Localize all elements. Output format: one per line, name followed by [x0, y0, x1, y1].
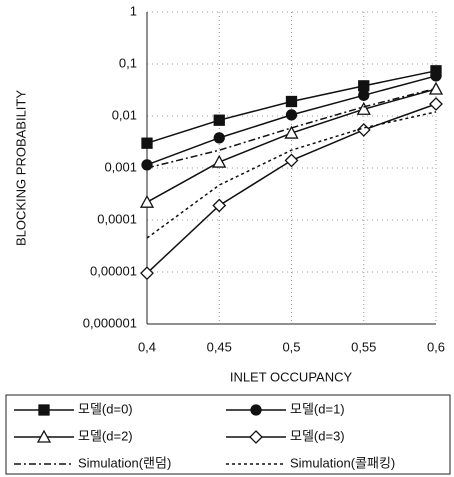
legend-label: 모델(d=1) [290, 401, 345, 416]
legend-marker [38, 404, 50, 416]
legend-box [5, 394, 451, 475]
y-tick-label: 0,0001 [97, 211, 137, 226]
x-tick-label: 0,5 [282, 339, 300, 354]
x-tick-label: 0,45 [207, 339, 232, 354]
x-tick-label: 0,6 [427, 339, 445, 354]
legend-label: 모델(d=2) [78, 428, 133, 443]
legend-label: Simulation(랜덤) [78, 455, 171, 470]
marker [356, 101, 371, 115]
legend-marker [250, 404, 262, 416]
legend-label: Simulation(콜패킹) [290, 455, 395, 470]
marker [213, 132, 225, 144]
y-tick-label: 0,001 [104, 159, 137, 174]
y-axis-title: BLOCKING PROBABILITY [13, 90, 28, 246]
marker [139, 194, 155, 208]
marker [358, 80, 370, 92]
marker [429, 97, 443, 111]
marker [358, 89, 370, 101]
y-tick-label: 0,1 [119, 55, 137, 70]
marker [213, 114, 225, 126]
marker [140, 266, 154, 281]
marker [428, 81, 444, 95]
x-axis-title: INLET OCCUPANCY [230, 369, 353, 384]
y-tick-label: 0,000001 [83, 315, 137, 330]
marker [284, 153, 299, 168]
marker [141, 137, 153, 149]
y-tick-label: 0,00001 [90, 263, 137, 278]
x-tick-label: 0,4 [138, 339, 156, 354]
series-line [146, 111, 437, 239]
marker [212, 198, 227, 213]
legend-label: 모델(d=0) [78, 401, 133, 416]
series-line [146, 87, 437, 169]
legend-marker [249, 430, 263, 444]
x-tick-label: 0,55 [351, 339, 376, 354]
marker [430, 70, 442, 82]
marker [285, 109, 298, 121]
marker [141, 159, 153, 171]
legend-label: 모델(d=3) [290, 428, 345, 443]
marker [212, 154, 227, 168]
marker [285, 95, 298, 108]
y-tick-label: 0,01 [112, 107, 137, 122]
marker [284, 125, 299, 139]
y-tick-label: 1 [130, 3, 137, 18]
legend-marker [36, 429, 52, 443]
